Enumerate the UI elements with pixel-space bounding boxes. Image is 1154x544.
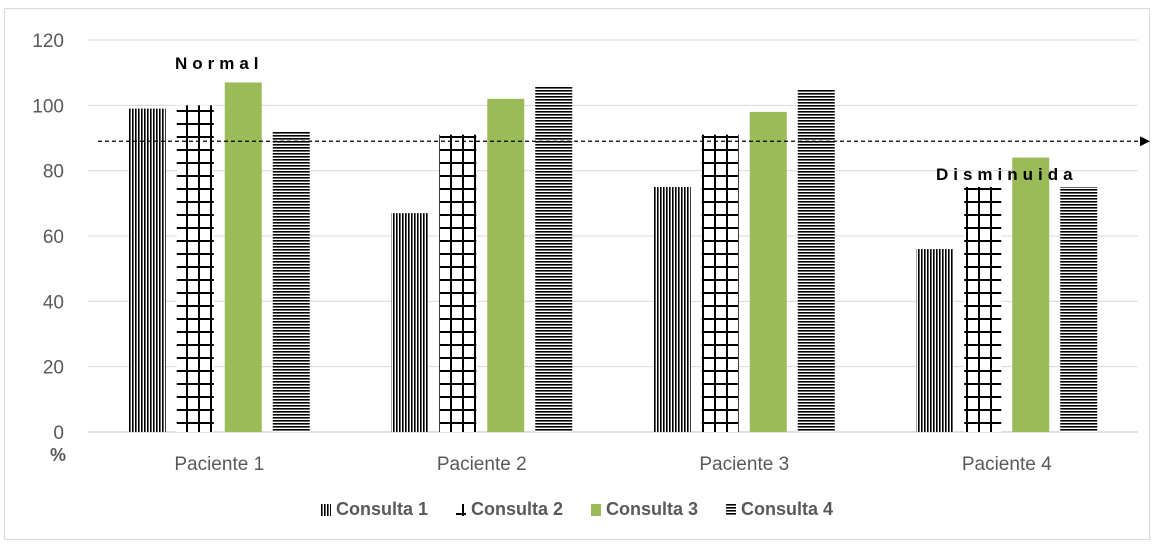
category-labels: Paciente 1 Paciente 2 Paciente 3 Paciente 4	[174, 454, 1052, 475]
legend-label-4: Consulta 4	[741, 499, 833, 519]
legend-swatch-2	[455, 504, 466, 516]
category-label-3: Paciente 3	[699, 454, 789, 475]
y-tick-labels: 0 20 40 60 80 100 120	[32, 31, 64, 444]
bar-1-2	[176, 105, 214, 432]
annotations: Normal Disminuida	[175, 54, 1078, 184]
bar-1-3	[224, 82, 262, 432]
y-tick-40: 40	[43, 292, 64, 313]
bar-2-1	[391, 213, 429, 432]
y-tick-100: 100	[32, 96, 64, 117]
y-tick-20: 20	[43, 358, 64, 379]
bar-3-3	[749, 111, 787, 432]
bar-2-4	[535, 85, 573, 432]
bars	[128, 82, 1098, 433]
legend-swatch-3	[591, 504, 601, 516]
bar-4-1	[916, 249, 954, 432]
bar-4-2	[964, 187, 1002, 432]
y-axis-label-group: %	[50, 445, 66, 465]
bar-2-2	[439, 134, 477, 432]
y-tick-80: 80	[43, 162, 64, 183]
bar-2-3	[487, 98, 525, 433]
legend-swatch-4	[726, 504, 737, 516]
legend-label-2: Consulta 2	[471, 499, 563, 519]
y-tick-120: 120	[32, 31, 64, 52]
bar-3-2	[701, 134, 739, 432]
y-tick-60: 60	[43, 227, 64, 248]
category-label-2: Paciente 2	[437, 454, 527, 475]
y-tick-0: 0	[53, 423, 64, 444]
legend-swatch-1	[320, 504, 331, 516]
bar-3-4	[797, 89, 835, 432]
annotation-1: Normal	[175, 54, 264, 73]
category-label-1: Paciente 1	[174, 454, 264, 475]
category-label-4: Paciente 4	[962, 454, 1052, 475]
bar-4-3	[1012, 157, 1050, 432]
bar-1-1	[128, 108, 166, 432]
bar-1-4	[272, 131, 310, 432]
legend-label-1: Consulta 1	[336, 499, 428, 519]
legend: Consulta 1 Consulta 2 Consulta 3 Consulta 4	[320, 499, 833, 519]
gridlines	[88, 39, 1138, 433]
bar-4-4	[1060, 187, 1098, 432]
annotation-2: Disminuida	[936, 165, 1078, 184]
bar-3-1	[653, 187, 691, 432]
y-axis-label: %	[50, 445, 66, 465]
legend-label-3: Consulta 3	[606, 499, 698, 519]
